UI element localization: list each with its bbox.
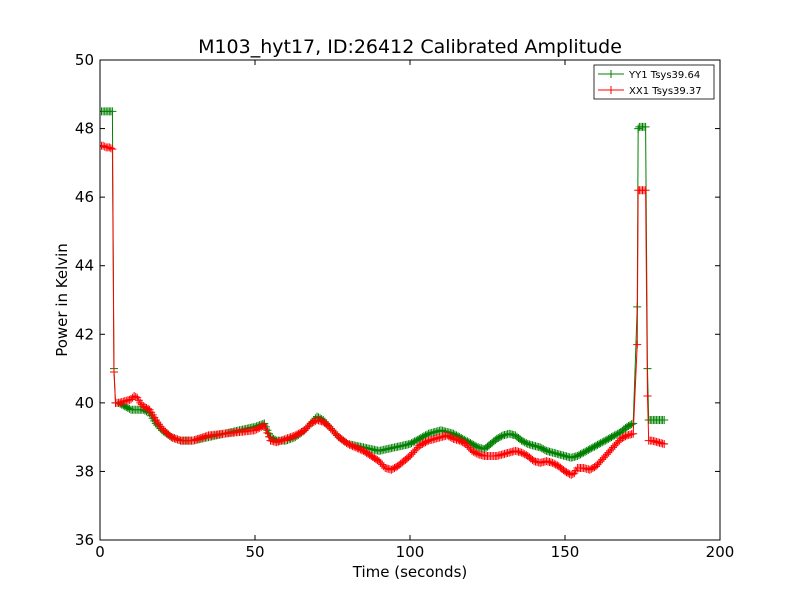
legend-marker-yy1 <box>607 70 615 78</box>
x-tick-label: 100 <box>396 543 425 561</box>
y-tick-label: 44 <box>75 257 94 275</box>
y-axis-title: Power in Kelvin <box>53 243 71 357</box>
y-tick-label: 46 <box>75 188 94 206</box>
y-tick-label: 38 <box>75 462 94 480</box>
y-tick-label: 40 <box>75 394 94 412</box>
tick-layer: 0 50 100 150 200 36 38 40 42 44 46 48 50 <box>75 51 734 561</box>
series-layer <box>100 107 669 479</box>
legend-label-xx1: XX1 Tsys39.37 <box>629 86 702 97</box>
chart-title: M103_hyt17, ID:26412 Calibrated Amplitud… <box>198 36 622 58</box>
y-tick-label: 42 <box>75 325 94 343</box>
plot-area <box>100 60 720 540</box>
legend-box <box>593 64 715 100</box>
y-tick-label: 36 <box>75 531 94 549</box>
y-tick-label: 48 <box>75 120 94 138</box>
y-tick-label: 50 <box>75 51 94 69</box>
x-tick-label: 0 <box>95 543 105 561</box>
x-axis-title: Time (seconds) <box>352 563 468 581</box>
series-xx1 <box>100 141 669 479</box>
legend-label-yy1: YY1 Tsys39.64 <box>628 70 700 81</box>
legend: YY1 Tsys39.64 XX1 Tsys39.37 <box>593 64 715 100</box>
x-tick-label: 200 <box>706 543 735 561</box>
legend-marker-xx1 <box>607 86 615 94</box>
series-markers <box>100 141 669 479</box>
x-tick-label: 150 <box>551 543 580 561</box>
x-tick-label: 50 <box>245 543 264 561</box>
